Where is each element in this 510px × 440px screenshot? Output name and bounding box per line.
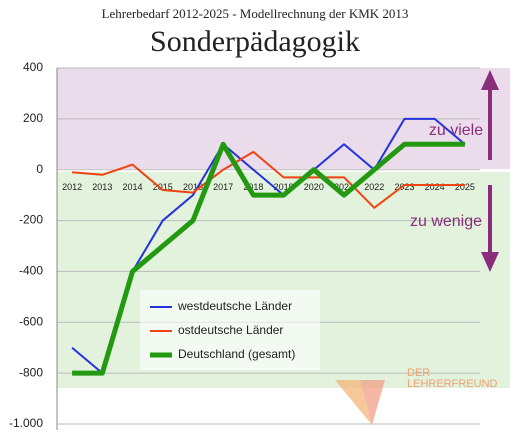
- lines: [71, 117, 466, 376]
- annotation: zu viele: [429, 122, 483, 139]
- y-tick-label: 400: [23, 60, 43, 74]
- series-line: [72, 141, 465, 376]
- y-tick-label: 200: [23, 111, 43, 125]
- x-tick-label: 2019: [274, 182, 294, 192]
- x-tick-label: 2023: [394, 182, 414, 192]
- x-tick-label: 2022: [364, 182, 384, 192]
- series-line: [71, 117, 466, 375]
- watermark: LEHRERFREUND: [407, 378, 498, 390]
- logo-mark: [360, 380, 385, 425]
- x-tick-label: 2020: [304, 182, 324, 192]
- chart-subtitle: Sonderpädagogik: [150, 25, 360, 58]
- chart-title: Lehrerbedarf 2012-2025 - Modellrechnung …: [102, 6, 409, 21]
- legend-label: Deutschland (gesamt): [178, 347, 295, 361]
- x-tick-label: 2014: [123, 182, 143, 192]
- x-tick-label: 2012: [62, 182, 82, 192]
- logo-mark: [335, 380, 372, 425]
- y-tick-label: -1.000: [9, 416, 43, 430]
- annotation: zu wenige: [410, 213, 482, 230]
- x-tick-label: 2013: [92, 182, 112, 192]
- x-tick-label: 2016: [183, 182, 203, 192]
- series-line: [72, 150, 465, 209]
- y-tick-label: -200: [19, 213, 43, 227]
- x-tick-label: 2015: [153, 182, 173, 192]
- arrow-head: [481, 252, 499, 272]
- x-tick-label: 2018: [243, 182, 263, 192]
- watermark: DER: [407, 367, 430, 379]
- legend-label: westdeutsche Länder: [177, 299, 292, 313]
- arrow-head: [481, 70, 499, 90]
- y-tick-label: -600: [19, 314, 43, 328]
- legend: westdeutsche Länder ostdeutsche Länder Deu…: [150, 299, 295, 361]
- y-tick-label: 0: [36, 162, 43, 176]
- y-tick-label: -800: [19, 365, 43, 379]
- legend-label: ostdeutsche Länder: [178, 323, 283, 337]
- x-tick-label: 2017: [213, 182, 233, 192]
- x-tick-label: 2024: [425, 182, 445, 192]
- x-tick-label: 2025: [455, 182, 475, 192]
- y-tick-label: -400: [19, 264, 43, 278]
- x-tick-label: 2021: [334, 182, 354, 192]
